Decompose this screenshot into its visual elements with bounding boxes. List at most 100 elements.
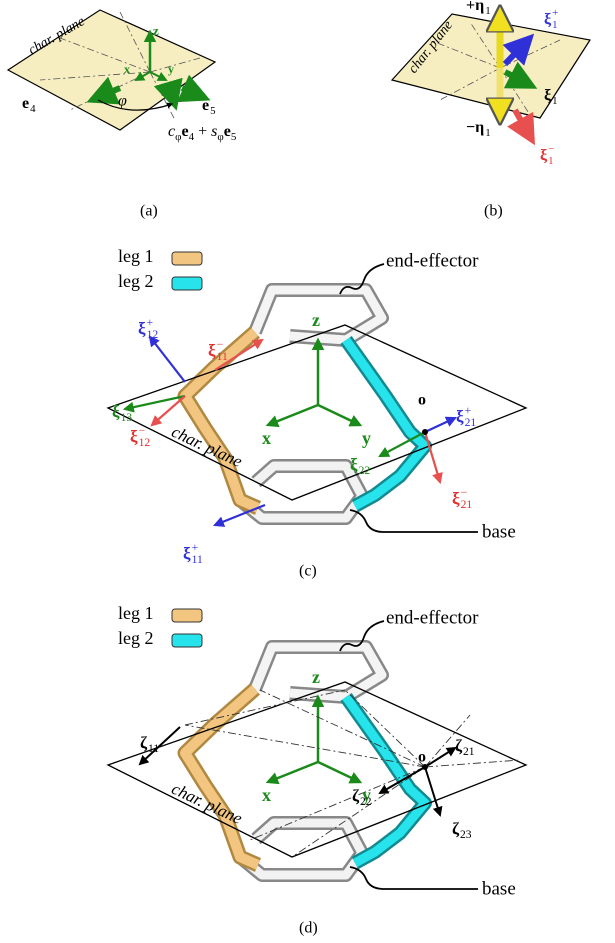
axis-label: y: [362, 785, 371, 805]
vector-label-main: +η: [466, 0, 484, 14]
vector-label-main: ξ: [540, 147, 548, 164]
vector-label-main: ξ: [208, 341, 216, 360]
vector-label: ξ− 1: [540, 143, 554, 167]
vector-label: ζ11: [140, 733, 159, 755]
angle-label: φ: [118, 93, 127, 110]
combo-sub: 5: [231, 131, 237, 143]
panel-d-shapes: [108, 621, 526, 889]
axis-label: z: [312, 667, 320, 687]
vector-label: +η1: [466, 0, 491, 17]
base-label: base: [482, 878, 516, 899]
vector-label-main: e: [202, 97, 209, 114]
legend-label: leg 2: [118, 628, 154, 648]
vector-label-main: ξ: [138, 319, 146, 338]
legend-swatch: [171, 633, 203, 648]
vector-label-sup: −: [217, 338, 224, 351]
panel-b-shapes: [390, 10, 591, 146]
vector-label-main: ζ: [140, 733, 148, 752]
origin-label: o: [418, 392, 426, 409]
vector-label-sub: 1: [552, 19, 557, 31]
combo-part: s: [211, 123, 217, 140]
vector-label-main: ζ: [455, 736, 463, 755]
combo-part: +: [194, 123, 211, 140]
panel-a-shapes: [6, 9, 217, 131]
vector-label-sup: +: [465, 404, 472, 417]
vector-label-main: ξ: [456, 407, 464, 426]
legend-swatch: [171, 251, 203, 266]
end-effector-label: end-effector: [386, 250, 479, 271]
vector-label: ξ1: [544, 87, 558, 107]
vector-label-main: ξ: [350, 455, 358, 474]
legend-swatch: [171, 608, 203, 623]
combo-sub: 4: [189, 131, 195, 143]
vector-label-sub: 11: [217, 350, 228, 363]
vector-label-main: ξ: [544, 11, 552, 28]
vector-label-sub: 1: [552, 95, 557, 107]
vector-label-main: −η: [466, 119, 484, 136]
vector-label: ξ− 12: [130, 424, 150, 449]
vector-label-sub: 22: [360, 795, 372, 808]
vector-label-sub: 21: [461, 498, 473, 511]
caption: (c): [299, 563, 317, 580]
vector-label: −η1: [466, 119, 491, 139]
vector-label: ζ22: [352, 786, 372, 808]
vector-label-sub: 23: [460, 828, 472, 841]
vector-label: ζ23: [452, 819, 472, 841]
base-label: base: [482, 521, 516, 542]
vector-label-sup: +: [147, 316, 154, 329]
caption: (d): [299, 920, 318, 937]
legend-label: leg 2: [118, 271, 154, 291]
axis-label: x: [124, 62, 130, 76]
legend-label: leg 1: [118, 603, 154, 623]
vector-label-main: ξ: [183, 544, 191, 563]
vector-label-sub: 11: [148, 742, 159, 755]
vector-label: ξ− 21: [452, 486, 472, 511]
vector-label: ξ+ 12: [138, 316, 158, 341]
vector-label: ζ21: [455, 736, 475, 758]
vector-label-sub: 1: [485, 5, 490, 17]
vector-label-sub: 21: [463, 745, 475, 758]
legend-label: leg 1: [118, 246, 154, 266]
vector-label-main: ζ: [452, 819, 460, 838]
vector-label-sup: −: [548, 143, 554, 155]
axis-label: y: [168, 62, 174, 76]
vector-label-sub: 1: [485, 127, 490, 139]
combo-sub: φ: [217, 131, 223, 143]
vector-label-main: ξ: [130, 427, 138, 446]
vector-label-sub: 1: [548, 155, 553, 167]
vector-label: ξ− 11: [208, 338, 228, 363]
vector-label-main: ξ: [544, 87, 552, 104]
vector-label-sub: 11: [192, 553, 203, 566]
vector-label-sub: 13: [121, 411, 133, 424]
combo-sub: φ: [175, 131, 181, 143]
vector-label-sub: 12: [147, 328, 159, 341]
vector-label-sub: 4: [30, 103, 36, 115]
caption: (a): [140, 203, 158, 220]
vector-label-sub: 5: [210, 105, 216, 117]
vector-label: ξ13: [112, 402, 132, 424]
vector-label-sup: −: [139, 424, 146, 437]
vector-label-sup: +: [192, 541, 199, 554]
vector-label: e5: [202, 97, 216, 117]
vector-label-sup: +: [552, 7, 558, 19]
axis-label: x: [262, 428, 271, 448]
caption: (b): [484, 203, 503, 220]
vector-label-sup: −: [461, 486, 468, 499]
panel-c-shapes: [108, 264, 526, 532]
vector-label-sub: 21: [465, 416, 477, 429]
vector-label-sub: 12: [139, 436, 151, 449]
vector-label-main: ζ: [352, 786, 360, 805]
vector-label: ξ22: [350, 455, 370, 477]
vector-label-main: e: [22, 95, 29, 112]
axis-label: y: [362, 428, 371, 448]
combo-part: e: [224, 123, 231, 140]
combo-label: cφe4 + sφe5: [168, 123, 237, 143]
vector-label-sub: 22: [359, 464, 371, 477]
combo-part: c: [168, 123, 175, 140]
vector-label: ξ+ 21: [456, 404, 476, 429]
axis-label: z: [312, 310, 320, 330]
vector-label-main: ξ: [452, 489, 460, 508]
vector-label: ξ+ 11: [183, 541, 203, 566]
